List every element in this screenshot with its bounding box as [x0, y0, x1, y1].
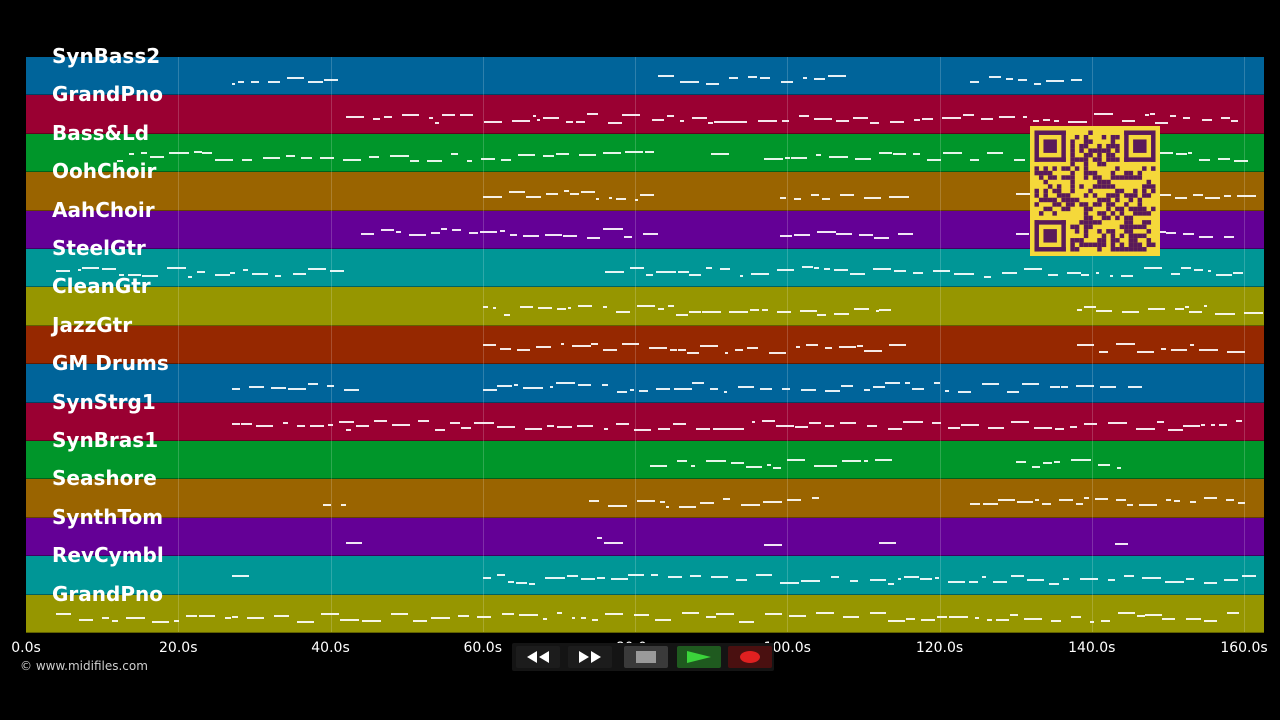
track-lane	[26, 402, 1264, 441]
track-name: SynBass2	[52, 44, 161, 68]
track-lane	[26, 556, 1264, 595]
track-lane	[26, 364, 1264, 403]
transport-controls	[512, 643, 774, 671]
play-button[interactable]	[677, 646, 721, 668]
qr-code	[1030, 126, 1160, 256]
track-name: Seashore	[52, 466, 157, 491]
rewind-button[interactable]	[516, 646, 560, 668]
track-name: CleanGtr	[52, 274, 151, 299]
time-tick-label: 40.0s	[311, 640, 350, 656]
track-name: GrandPno	[52, 581, 163, 606]
track-name: OohChoir	[52, 159, 157, 184]
track-lane	[26, 594, 1264, 633]
track-lane	[26, 517, 1264, 557]
track-name: SynthTom	[52, 504, 164, 529]
track-lane	[26, 479, 1264, 518]
stop-button[interactable]	[624, 646, 668, 668]
track-name: RevCymbl	[52, 543, 164, 568]
time-tick-label: 120.0s	[915, 640, 964, 656]
rewind-icon	[527, 651, 549, 663]
stop-icon	[636, 651, 656, 663]
track-name: SteelGtr	[52, 236, 146, 260]
track-name: GrandPno	[52, 82, 163, 107]
track-name: JazzGtr	[52, 312, 133, 337]
time-tick-label: 140.0s	[1068, 640, 1116, 656]
track-name: SynStrg1	[52, 389, 156, 414]
time-tick-label: 160.0s	[1220, 640, 1268, 656]
record-icon	[740, 651, 760, 663]
track-name: Bass&Ld	[52, 120, 150, 145]
track-lane	[26, 57, 1264, 96]
time-tick-label: 20.0s	[159, 640, 198, 656]
record-button[interactable]	[728, 646, 772, 668]
fast-forward-button[interactable]	[568, 646, 612, 668]
play-icon	[687, 651, 711, 663]
track-name: AahChoir	[52, 197, 155, 222]
time-tick-label: 60.0s	[463, 640, 502, 656]
time-tick-label: 0.0s	[11, 640, 41, 656]
track-lane	[26, 325, 1264, 365]
time-tick-label: 100.0s	[763, 640, 811, 656]
track-name: SynBras1	[52, 428, 159, 452]
copyright-text: © www.midifiles.com	[20, 659, 148, 673]
track-lane	[26, 287, 1264, 326]
fast-forward-icon	[579, 651, 601, 663]
track-lane	[26, 441, 1264, 480]
track-name: GM Drums	[52, 351, 169, 376]
